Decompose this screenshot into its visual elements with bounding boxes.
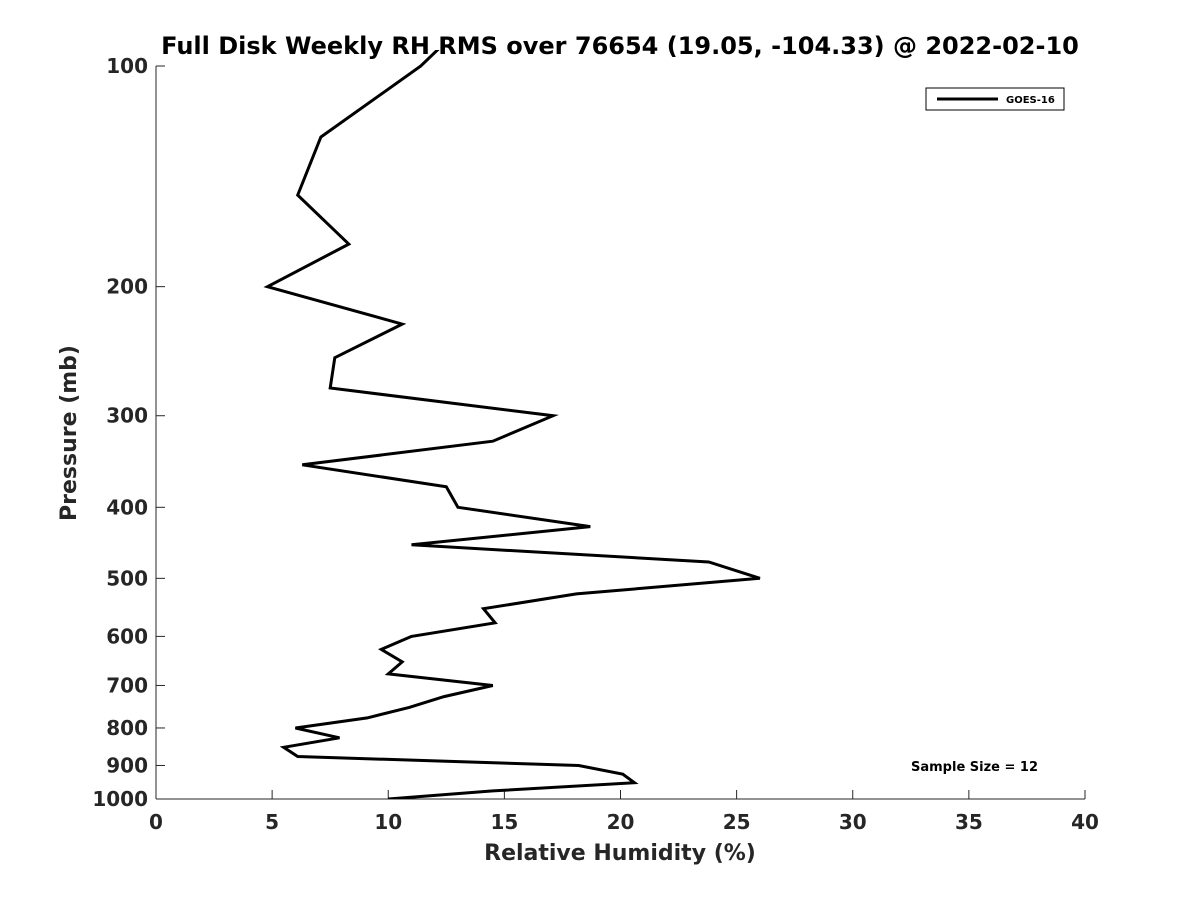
- y-tick-label: 100: [106, 54, 148, 78]
- legend: GOES-16: [925, 87, 1065, 111]
- x-tick-label: 35: [955, 810, 983, 834]
- series-group: [263, 50, 761, 799]
- y-tick-label: 400: [106, 495, 148, 519]
- x-tick-label: 20: [607, 810, 635, 834]
- legend-label-goes16: GOES-16: [1006, 95, 1055, 106]
- x-tick-label: 0: [149, 810, 163, 834]
- axes: 0 5 10 15 20 25 30 35 40 100 200 300 400 500 600 700 800…: [92, 54, 1099, 834]
- y-axis-label: Pressure (mb): [57, 345, 82, 521]
- x-tick-label: 25: [723, 810, 751, 834]
- y-tick-label: 500: [106, 566, 148, 590]
- y-tick-label: 600: [106, 624, 148, 648]
- x-tick-label: 15: [490, 810, 518, 834]
- x-tick-label: 10: [374, 810, 402, 834]
- y-tick-label: 800: [106, 716, 148, 740]
- y-tick-label: 900: [106, 753, 148, 777]
- y-tick-label: 200: [106, 275, 148, 299]
- y-tick-label: 700: [106, 673, 148, 697]
- x-tick-label: 5: [265, 810, 279, 834]
- x-tick-label: 30: [839, 810, 867, 834]
- x-axis-label: Relative Humidity (%): [484, 841, 756, 866]
- y-tick-label: 300: [106, 404, 148, 428]
- x-tick-label: 40: [1071, 810, 1099, 834]
- sample-size-annotation: Sample Size = 12: [911, 760, 1038, 775]
- y-tick-label: 1000: [92, 787, 148, 811]
- chart-title: Full Disk Weekly RH RMS over 76654 (19.0…: [161, 32, 1079, 60]
- series-line-goes-16: [263, 50, 761, 799]
